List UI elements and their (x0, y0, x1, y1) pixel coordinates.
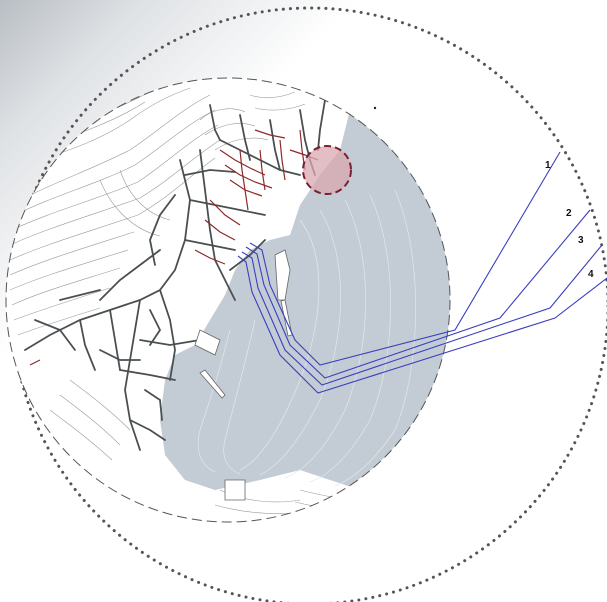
map-disc (6, 78, 450, 522)
route-label-1: 1 (545, 160, 551, 171)
marker-dot (373, 106, 377, 110)
route-line-4 (237, 255, 607, 394)
route-label-4: 4 (588, 269, 594, 280)
highlight-circle (302, 145, 352, 195)
sea-area (160, 90, 450, 490)
route-line-1 (249, 151, 561, 366)
route-lines (237, 151, 607, 394)
route-line-2 (245, 209, 591, 379)
route-label-2: 2 (566, 208, 572, 219)
street-network (24, 99, 326, 451)
route-label-3: 3 (578, 235, 584, 246)
sea-contours (197, 189, 416, 487)
route-line-3 (241, 244, 603, 386)
map-disc-outline (5, 77, 451, 523)
